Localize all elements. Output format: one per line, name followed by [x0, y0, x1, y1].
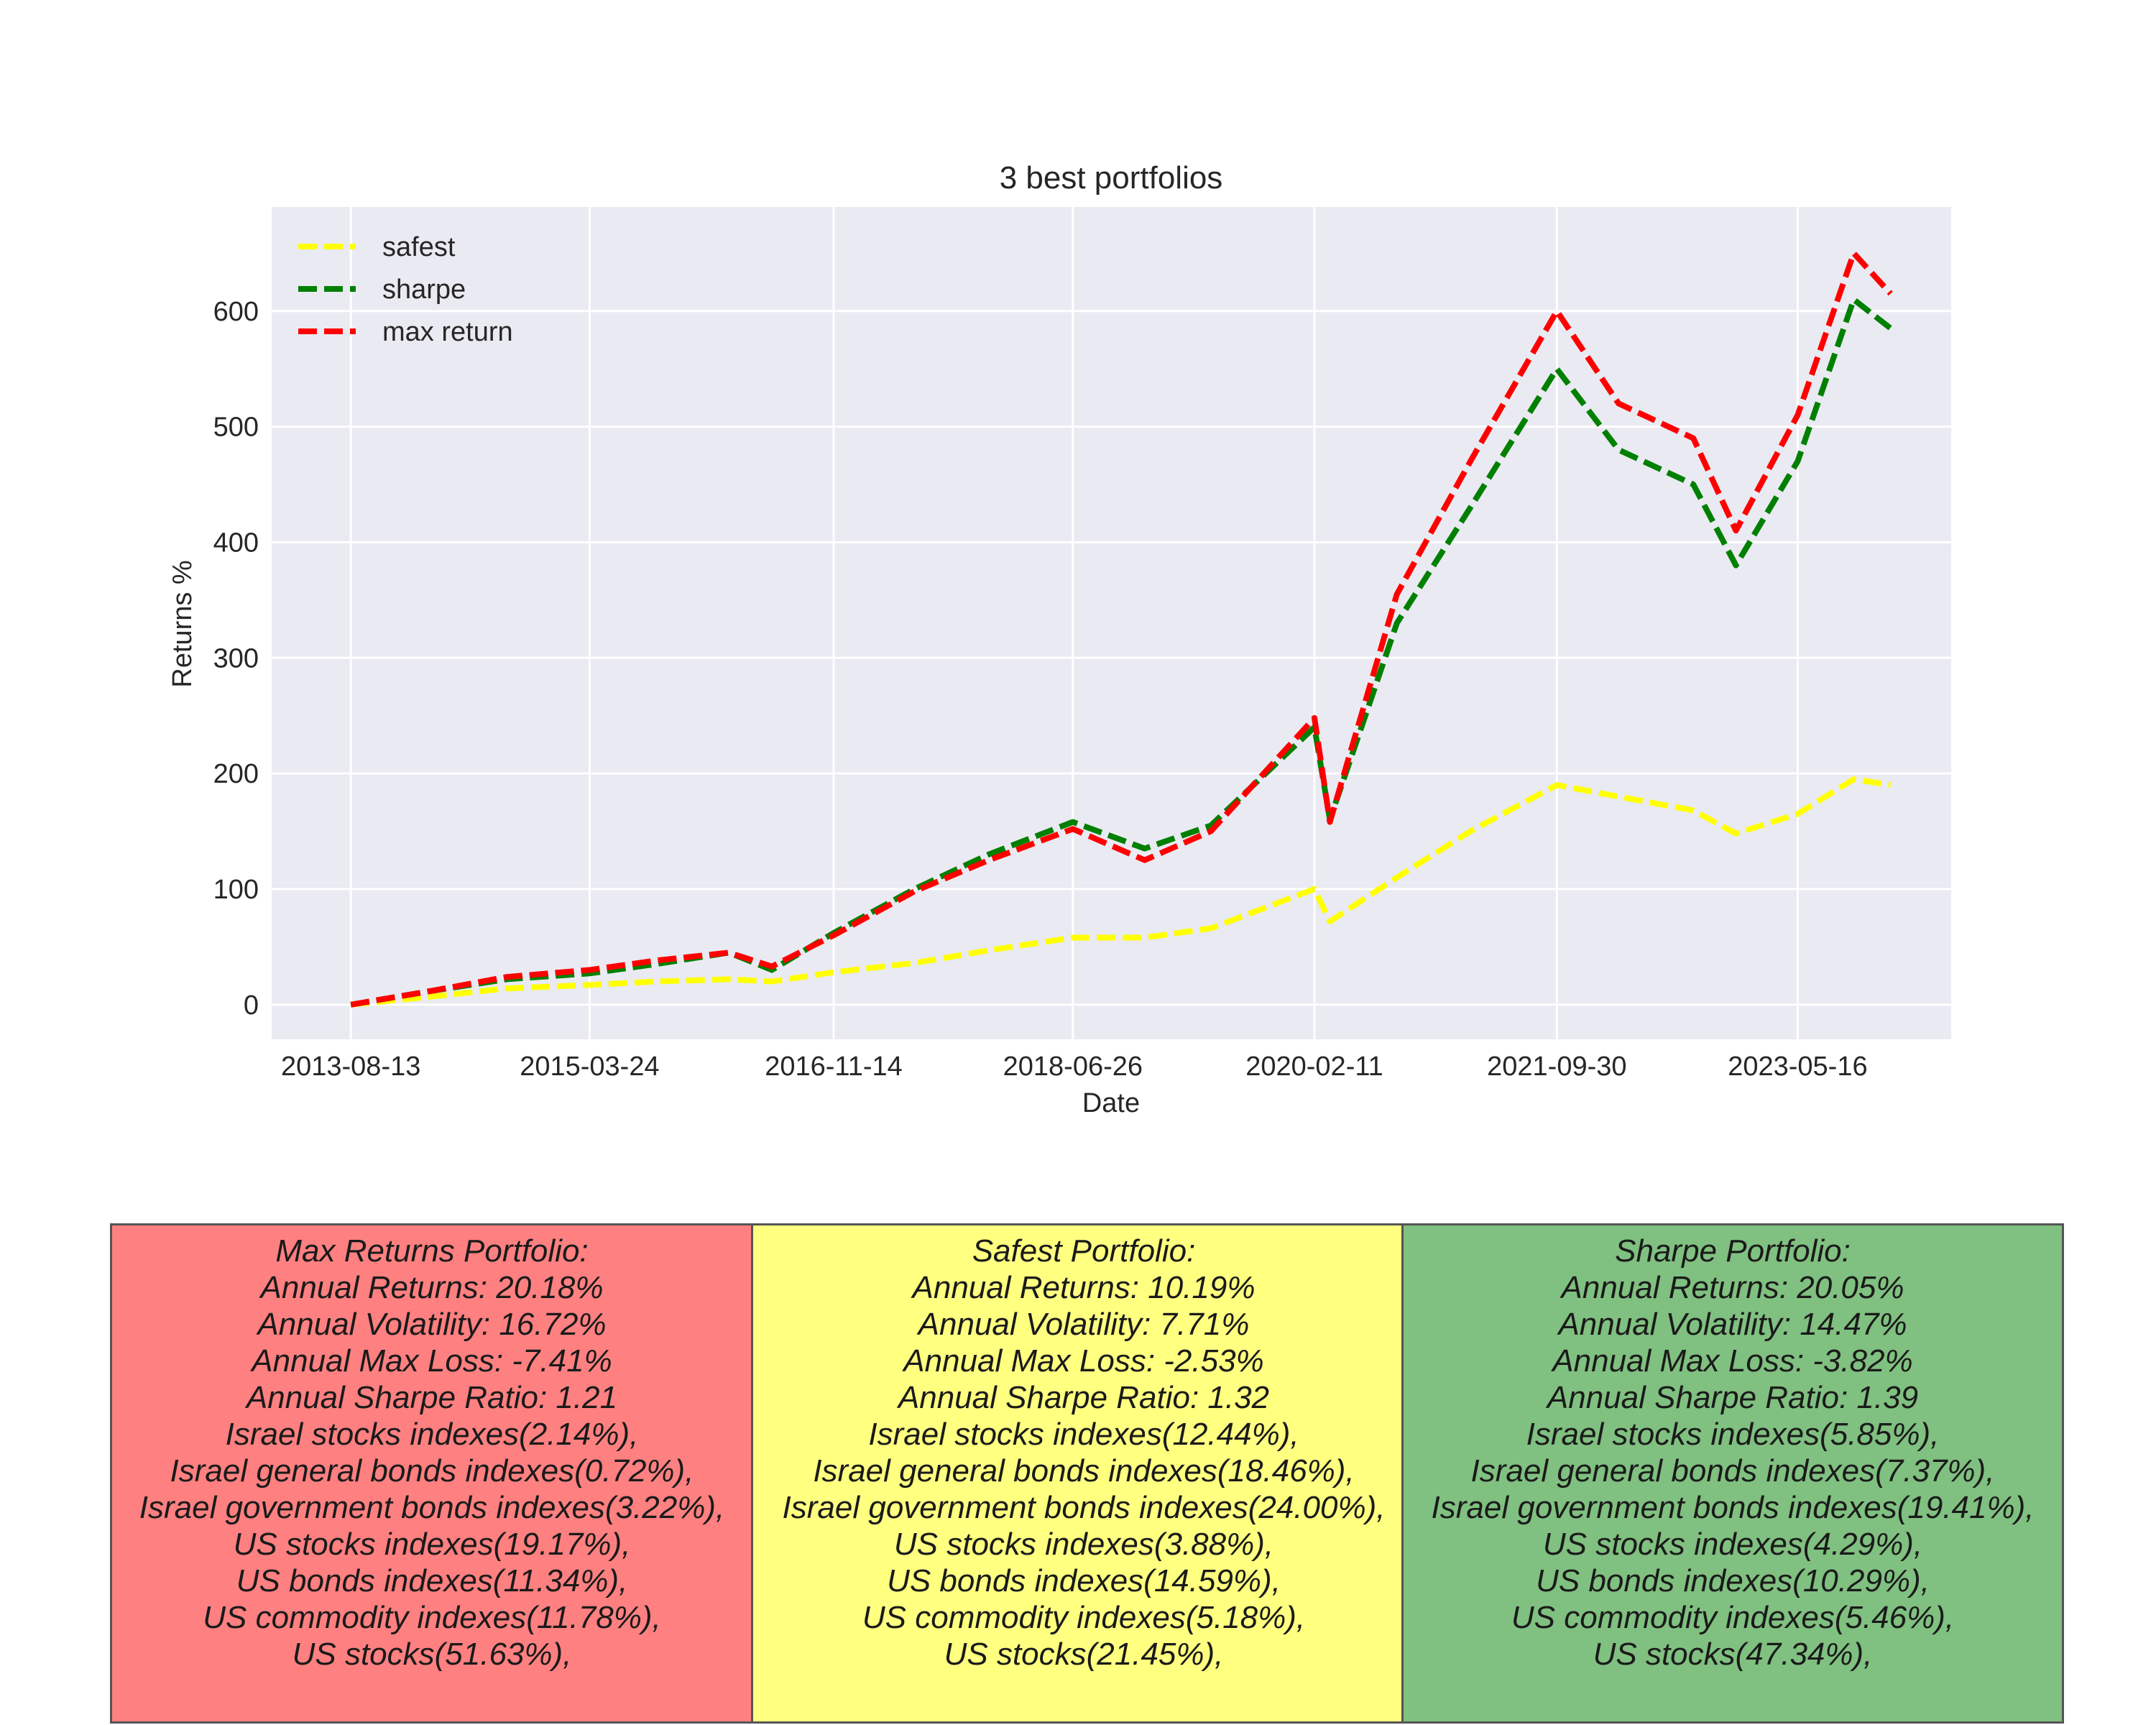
box-line: Annual Sharpe Ratio: 1.21 — [246, 1380, 618, 1415]
chart-title: 3 best portfolios — [1000, 160, 1223, 196]
y-tick-label: 0 — [244, 990, 259, 1021]
box-line: Annual Returns: 20.18% — [260, 1270, 604, 1305]
series-lines — [350, 250, 1893, 1008]
box-line: US bonds indexes(10.29%), — [1536, 1563, 1930, 1598]
box-line: US commodity indexes(5.18%), — [862, 1600, 1306, 1635]
legend-label: safest — [382, 232, 456, 262]
box-line: Annual Returns: 10.19% — [912, 1270, 1256, 1305]
y-tick-label: 600 — [213, 297, 259, 327]
box-line: Annual Volatility: 7.71% — [918, 1307, 1250, 1342]
y-axis-label: Returns % — [167, 560, 198, 687]
box-line: Max Returns Portfolio: — [275, 1233, 589, 1269]
x-tick-label: 2023-05-16 — [1728, 1052, 1867, 1082]
x-tick-label: 2020-02-11 — [1245, 1052, 1383, 1082]
max-returns-portfolio-box: Max Returns Portfolio: Annual Returns: 2… — [110, 1223, 754, 1724]
legend-label: max return — [382, 317, 513, 347]
y-tick-label: 500 — [213, 413, 259, 443]
box-line: Israel stocks indexes(2.14%), — [225, 1417, 639, 1452]
box-line: Israel general bonds indexes(7.37%), — [1470, 1453, 1995, 1489]
box-line: Annual Sharpe Ratio: 1.39 — [1547, 1380, 1919, 1415]
legend: safest sharpe max return — [298, 232, 513, 347]
y-tick-label: 100 — [213, 875, 259, 905]
box-line: Israel stocks indexes(5.85%), — [1526, 1417, 1940, 1452]
box-line: US stocks indexes(19.17%), — [233, 1527, 631, 1562]
box-line: Israel general bonds indexes(0.72%), — [170, 1453, 694, 1489]
x-tick-label: 2018-06-26 — [1003, 1052, 1143, 1082]
grid — [272, 207, 1951, 1039]
sharpe-portfolio-box: Sharpe Portfolio: Annual Returns: 20.05%… — [1401, 1223, 2064, 1724]
x-axis-ticks: 2013-08-13 2015-03-24 2016-11-14 2018-06-26… — [281, 1052, 1868, 1082]
box-line: Annual Sharpe Ratio: 1.32 — [898, 1380, 1270, 1415]
x-tick-label: 2015-03-24 — [520, 1052, 659, 1082]
box-line: US bonds indexes(11.34%), — [236, 1563, 628, 1598]
safest-portfolio-box: Safest Portfolio: Annual Returns: 10.19%… — [751, 1223, 1416, 1724]
box-line: US stocks(47.34%), — [1593, 1637, 1873, 1672]
box-line: Sharpe Portfolio: — [1615, 1233, 1851, 1269]
box-line: US stocks(21.45%), — [944, 1637, 1224, 1672]
box-line: US commodity indexes(11.78%), — [203, 1600, 661, 1635]
returns-chart: 0 100 200 300 400 500 600 2013-08-13 2015-03-24… — [167, 160, 1951, 1118]
box-line: US stocks indexes(3.88%), — [893, 1527, 1274, 1562]
x-axis-label: Date — [1082, 1088, 1140, 1118]
box-line: Annual Volatility: 16.72% — [257, 1307, 607, 1342]
box-line: Israel government bonds indexes(3.22%), — [139, 1490, 725, 1525]
x-tick-label: 2013-08-13 — [281, 1052, 420, 1082]
y-tick-label: 400 — [213, 528, 259, 558]
box-line: Annual Max Loss: -3.82% — [1552, 1343, 1913, 1379]
box-line: Annual Volatility: 14.47% — [1558, 1307, 1907, 1342]
box-line: Israel government bonds indexes(24.00%), — [782, 1490, 1386, 1525]
box-line: Annual Returns: 20.05% — [1561, 1270, 1904, 1305]
x-tick-label: 2021-09-30 — [1487, 1052, 1626, 1082]
legend-label: sharpe — [382, 275, 466, 305]
box-line: Israel government bonds indexes(19.41%), — [1431, 1490, 2035, 1525]
y-axis-ticks: 0 100 200 300 400 500 600 — [213, 297, 259, 1021]
box-line: US commodity indexes(5.46%), — [1511, 1600, 1955, 1635]
x-tick-label: 2016-11-14 — [765, 1052, 903, 1082]
box-line: Annual Max Loss: -2.53% — [903, 1343, 1264, 1379]
box-line: US bonds indexes(14.59%), — [887, 1563, 1281, 1598]
box-line: Safest Portfolio: — [972, 1233, 1196, 1269]
series-line-safest — [350, 776, 1892, 1008]
y-tick-label: 300 — [213, 643, 259, 673]
series-line-sharpe — [350, 296, 1893, 1008]
box-line: Annual Max Loss: -7.41% — [252, 1343, 612, 1379]
box-line: US stocks indexes(4.29%), — [1542, 1527, 1923, 1562]
plot-area — [272, 207, 1951, 1039]
y-tick-label: 200 — [213, 759, 259, 789]
box-line: Israel general bonds indexes(18.46%), — [813, 1453, 1355, 1489]
box-line: US stocks(51.63%), — [292, 1637, 572, 1672]
series-line-max-return — [350, 250, 1893, 1008]
box-line: Israel stocks indexes(12.44%), — [868, 1417, 1299, 1452]
